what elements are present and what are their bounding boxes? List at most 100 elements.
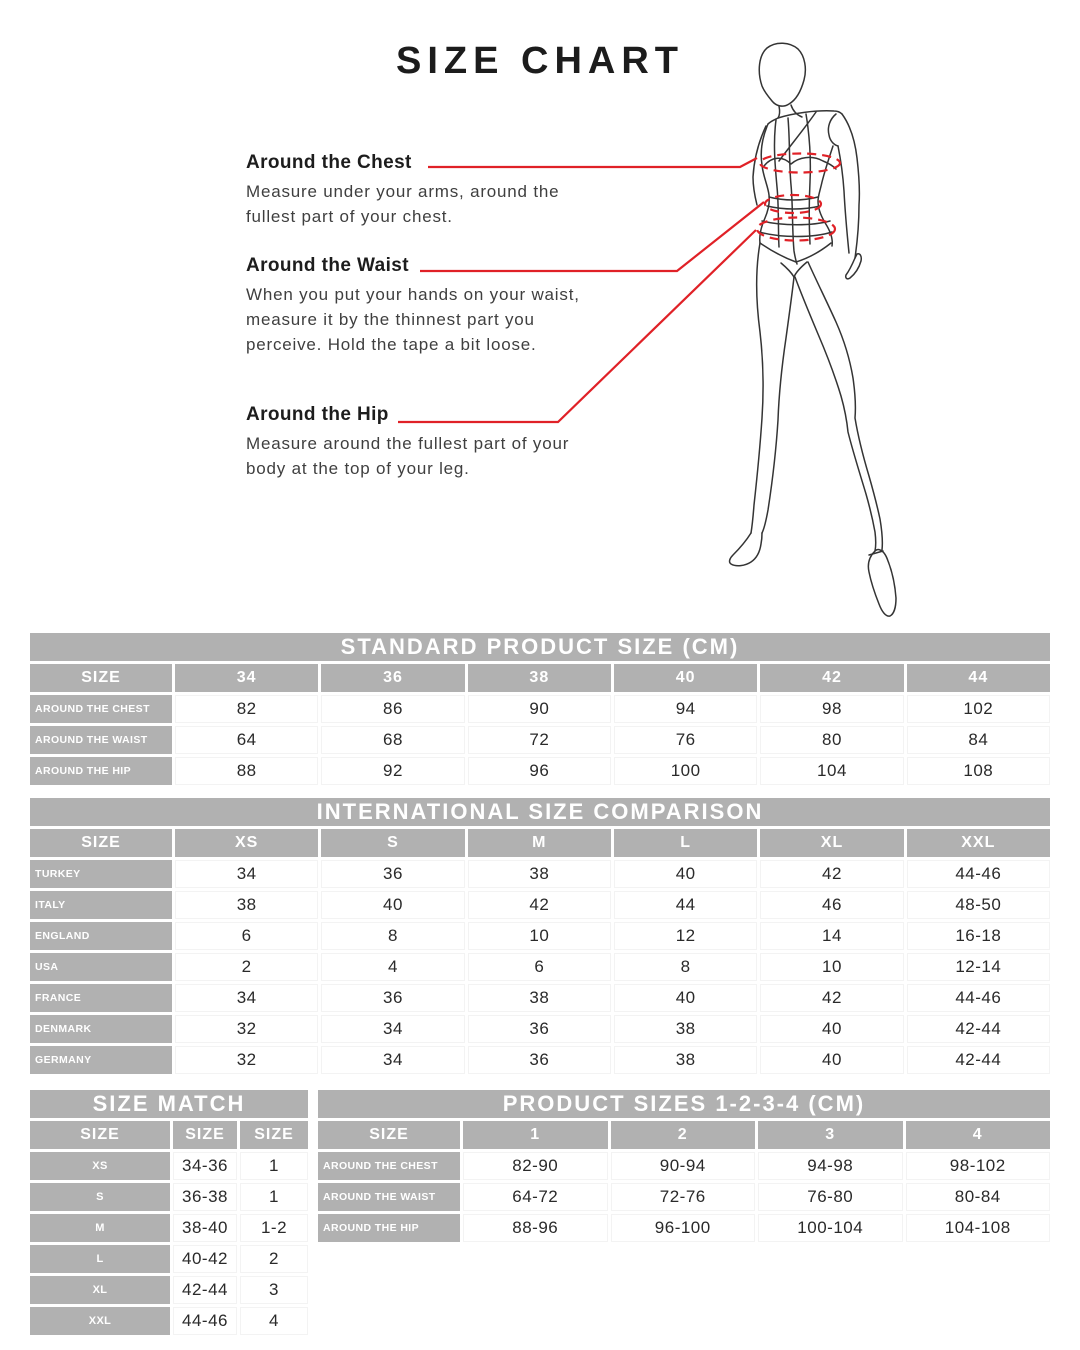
table-cell: 10 (467, 922, 611, 950)
table-cell: 34 (321, 1046, 465, 1074)
table-cell: 3 (240, 1276, 308, 1304)
row-label: AROUND THE HIP (30, 757, 172, 785)
table-title: INTERNATIONAL SIZE COMPARISON (30, 798, 1050, 826)
table-cell: 80-84 (905, 1183, 1050, 1211)
chest-measure-ellipse (758, 152, 842, 174)
column-header: L (613, 829, 758, 857)
table-cell: 4 (321, 953, 465, 981)
table-cell: 38 (467, 860, 611, 888)
chest-annotation-body: Measure under your arms, around the full… (246, 182, 560, 226)
table-cell: 12-14 (906, 953, 1050, 981)
table-cell: 36 (321, 984, 465, 1012)
table-cell: 38 (613, 1015, 758, 1043)
table-header-row: SIZE XS S M L XL XXL (30, 829, 1050, 857)
table-cell: 44 (613, 891, 758, 919)
table-cell: 82-90 (463, 1152, 608, 1180)
row-label: DENMARK (30, 1015, 172, 1043)
waist-measure-ellipse (763, 193, 823, 215)
table-cell: 92 (321, 757, 465, 785)
row-label: GERMANY (30, 1046, 172, 1074)
table-cell: 86 (321, 695, 465, 723)
table-cell: 64 (175, 726, 319, 754)
table-cell: 1-2 (240, 1214, 308, 1242)
table-cell: 34 (175, 860, 319, 888)
table-cell: 102 (906, 695, 1050, 723)
table-cell: 108 (906, 757, 1050, 785)
table-row: GERMANY 32 34 36 38 40 42-44 (30, 1046, 1050, 1074)
row-label: USA (30, 953, 172, 981)
table-cell: 42 (760, 984, 904, 1012)
row-label: AROUND THE WAIST (318, 1183, 460, 1211)
column-header: 38 (467, 664, 611, 692)
table-cell: 1 (240, 1183, 308, 1211)
hip-leader-line (398, 229, 757, 424)
column-header: XS (175, 829, 319, 857)
table-title: PRODUCT SIZES 1-2-3-4 (CM) (318, 1090, 1050, 1118)
row-label: L (30, 1245, 170, 1273)
table-row: AROUND THE HIP 88-96 96-100 100-104 104-108 (318, 1214, 1050, 1242)
table-row: DENMARK 32 34 36 38 40 42-44 (30, 1015, 1050, 1043)
waist-annotation-heading: Around the Waist (246, 255, 409, 276)
table-cell: 84 (906, 726, 1050, 754)
table-cell: 40 (321, 891, 465, 919)
table-cell: 2 (175, 953, 319, 981)
table-header-row: SIZE SIZE SIZE (30, 1121, 308, 1149)
table-cell: 88 (175, 757, 319, 785)
table-cell: 36-38 (173, 1183, 237, 1211)
table-cell: 44-46 (173, 1307, 237, 1335)
table-cell: 6 (175, 922, 319, 950)
table-cell: 40-42 (173, 1245, 237, 1273)
chest-annotation: Around the Chest Measure under your arms… (246, 152, 686, 229)
hip-annotation: Around the Hip Measure around the fulles… (246, 404, 686, 481)
column-header: XXL (906, 829, 1050, 857)
hero-section: SIZE CHART Around the Chest Measure unde… (0, 0, 1080, 633)
table-cell: 36 (467, 1015, 611, 1043)
row-label: AROUND THE CHEST (318, 1152, 460, 1180)
column-header: M (467, 829, 611, 857)
table-row: AROUND THE CHEST 82 86 90 94 98 102 (30, 695, 1050, 723)
table-cell: 34 (175, 984, 319, 1012)
table-cell: 94 (613, 695, 758, 723)
table-cell: 82 (175, 695, 319, 723)
table-cell: 40 (760, 1046, 904, 1074)
table-cell: 38 (175, 891, 319, 919)
table-cell: 104 (760, 757, 904, 785)
row-label: AROUND THE CHEST (30, 695, 172, 723)
table-row: USA 2 4 6 8 10 12-14 (30, 953, 1050, 981)
figure-illustration (398, 42, 897, 617)
table-cell: 8 (321, 922, 465, 950)
waist-leader-line (420, 201, 765, 273)
column-header: SIZE (30, 664, 172, 692)
table-body: AROUND THE CHEST 82 86 90 94 98 102 AROUND THE … (30, 695, 1050, 785)
column-header: 3 (758, 1121, 903, 1149)
column-header: 44 (906, 664, 1050, 692)
row-label: TURKEY (30, 860, 172, 888)
table-cell: 100 (613, 757, 758, 785)
table-cell: 10 (760, 953, 904, 981)
table-cell: 42 (760, 860, 904, 888)
table-cell: 40 (613, 860, 758, 888)
column-header: 4 (905, 1121, 1050, 1149)
row-label: S (30, 1183, 170, 1211)
table-header-row: SIZE 1 2 3 4 (318, 1121, 1050, 1149)
column-header: SIZE (30, 1121, 170, 1149)
column-header: SIZE (173, 1121, 237, 1149)
table-cell: 80 (760, 726, 904, 754)
table-body: AROUND THE CHEST 82-90 90-94 94-98 98-102 ARO… (318, 1152, 1050, 1242)
table-cell: 44-46 (906, 860, 1050, 888)
table-cell: 42 (467, 891, 611, 919)
table-cell: 72-76 (610, 1183, 755, 1211)
hip-annotation-body: Measure around the fullest part of your … (246, 434, 570, 478)
table-row: XS 34-36 1 (30, 1152, 308, 1180)
table-row: L 40-42 2 (30, 1245, 308, 1273)
table-cell: 34-36 (173, 1152, 237, 1180)
standard-product-size-table: STANDARD PRODUCT SIZE (CM) SIZE 34 36 38 40 4… (30, 633, 1050, 785)
column-header: SIZE (30, 829, 172, 857)
column-header: 2 (610, 1121, 755, 1149)
table-cell: 4 (240, 1307, 308, 1335)
table-cell: 100-104 (758, 1214, 903, 1242)
table-cell: 94-98 (758, 1152, 903, 1180)
waist-annotation-body: When you put your hands on your waist, m… (246, 285, 580, 354)
table-cell: 6 (467, 953, 611, 981)
